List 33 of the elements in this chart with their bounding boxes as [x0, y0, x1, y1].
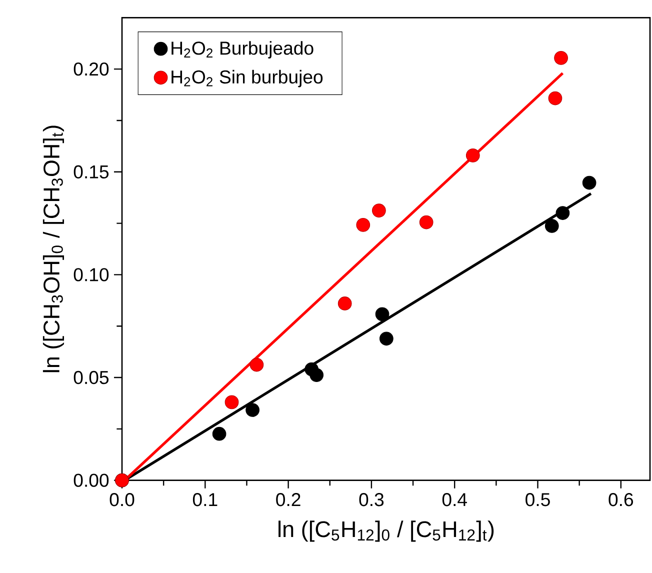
point: [375, 307, 390, 321]
y-tick-label: 0.20: [74, 62, 109, 76]
y-tick-label: 0.10: [74, 268, 109, 282]
point: [310, 368, 324, 382]
x-tick-label: 0.2: [276, 492, 300, 506]
x-tick-label: 0.5: [526, 492, 550, 506]
point: [246, 402, 260, 417]
text: ln ([CH$_{3}$OH]$_{0}$ / [CH$_{3}$OH]$_{t}$): [42, 126, 64, 372]
x-tick-label: 0.6: [608, 492, 634, 506]
x-tick-label: 0.4: [442, 492, 467, 506]
point: [356, 218, 370, 232]
point: [372, 203, 386, 218]
point: [554, 50, 568, 65]
legend-label: H$_{2}$O$_{2}$ Burbujeado: [172, 40, 314, 58]
x-tick-label: 0.1: [192, 492, 218, 506]
point: [466, 148, 480, 162]
point: [379, 332, 394, 346]
text: ln ([C$_{5}$H$_{12}$]$_{0}$ / [C$_{5}$H$_{12}$]$_{t}$): [278, 520, 494, 542]
point: [556, 206, 570, 220]
y-tick-label: 0.00: [74, 474, 109, 487]
point: [212, 426, 226, 441]
y-tick-label: 0.15: [74, 165, 109, 178]
x-tick-label: 0.3: [359, 492, 384, 506]
point: [544, 218, 559, 233]
point: [419, 215, 434, 230]
point: [548, 91, 562, 106]
legend-label: H$_{2}$O$_{2}$ Sin burbujeo: [172, 70, 323, 88]
point: [250, 358, 264, 372]
point: [582, 176, 596, 190]
x-tick-label: 0.0: [110, 492, 134, 506]
y-tick-label: 0.05: [74, 370, 109, 384]
point: [338, 296, 352, 310]
point: [224, 395, 239, 409]
